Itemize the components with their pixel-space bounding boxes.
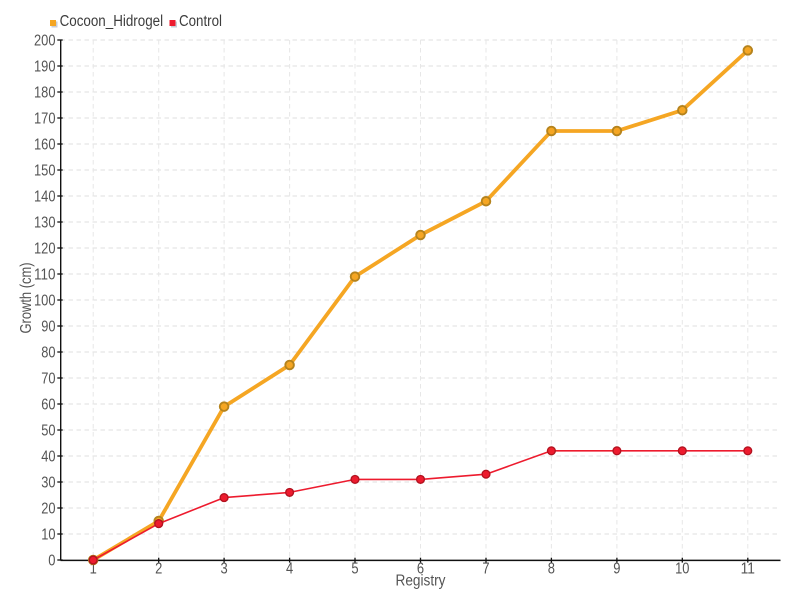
svg-text:Registry: Registry — [396, 573, 446, 590]
svg-text:Control: Control — [179, 13, 222, 30]
svg-text:8: 8 — [548, 561, 555, 578]
svg-text:120: 120 — [34, 241, 56, 258]
svg-text:50: 50 — [41, 423, 56, 440]
svg-text:90: 90 — [41, 319, 56, 336]
svg-text:11: 11 — [741, 561, 755, 578]
svg-text:170: 170 — [34, 111, 56, 128]
svg-text:10: 10 — [41, 527, 56, 544]
svg-text:130: 130 — [34, 215, 56, 232]
svg-text:110: 110 — [34, 267, 56, 284]
svg-text:180: 180 — [34, 85, 56, 102]
svg-text:80: 80 — [41, 345, 56, 362]
svg-text:40: 40 — [41, 449, 56, 466]
svg-text:7: 7 — [482, 561, 489, 578]
svg-text:150: 150 — [34, 163, 56, 180]
svg-text:70: 70 — [41, 371, 56, 388]
svg-text:200: 200 — [34, 33, 56, 50]
svg-text:60: 60 — [41, 397, 56, 414]
svg-text:1: 1 — [90, 561, 97, 578]
svg-text:Growth (cm): Growth (cm) — [18, 263, 35, 334]
svg-text:10: 10 — [675, 561, 690, 578]
svg-text:160: 160 — [34, 137, 56, 154]
svg-text:20: 20 — [41, 501, 56, 518]
svg-text:0: 0 — [48, 553, 56, 570]
svg-text:140: 140 — [34, 189, 56, 206]
svg-text:190: 190 — [34, 59, 56, 76]
svg-text:3: 3 — [221, 561, 228, 578]
svg-text:4: 4 — [286, 561, 294, 578]
svg-text:100: 100 — [34, 293, 56, 310]
svg-text:30: 30 — [41, 475, 56, 492]
svg-text:2: 2 — [155, 561, 162, 578]
svg-text:5: 5 — [351, 561, 358, 578]
svg-text:9: 9 — [613, 561, 620, 578]
svg-text:Cocoon_Hidrogel: Cocoon_Hidrogel — [60, 13, 164, 30]
svg-text:6: 6 — [417, 561, 424, 578]
